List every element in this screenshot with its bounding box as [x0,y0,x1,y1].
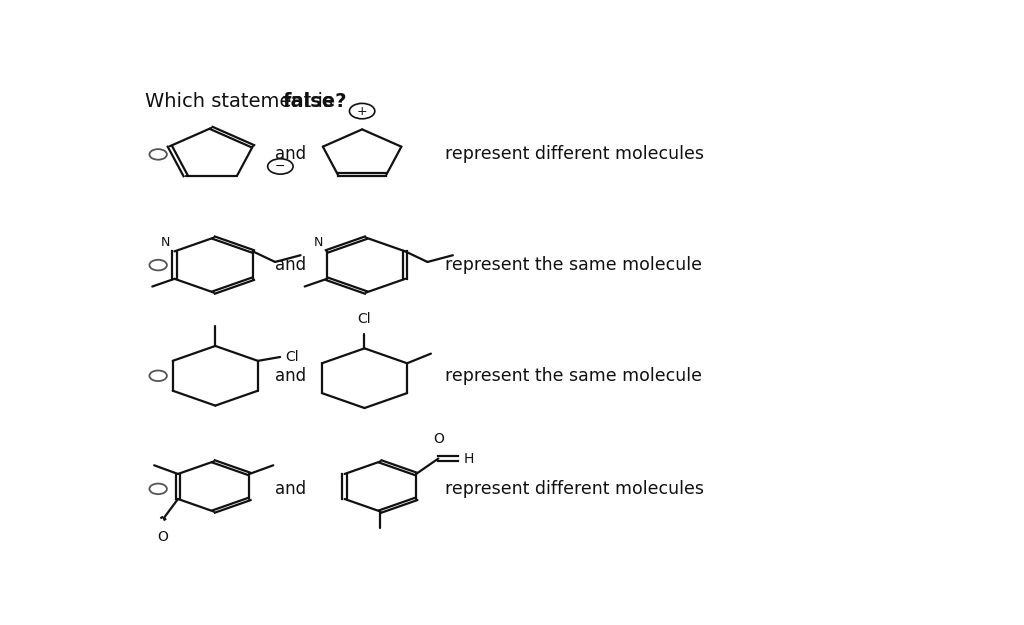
Text: represent different molecules: represent different molecules [445,146,705,163]
Text: and: and [275,480,306,498]
Text: and: and [275,256,306,274]
Text: and: and [275,367,306,385]
Text: +: + [356,104,368,118]
Text: represent different molecules: represent different molecules [445,480,705,498]
Text: N: N [313,236,323,249]
Text: Cl: Cl [357,312,372,326]
Text: N: N [161,236,171,249]
Text: and: and [275,146,306,163]
Text: H: H [464,451,474,466]
Text: −: − [275,160,286,173]
Text: represent the same molecule: represent the same molecule [445,256,702,274]
Text: false?: false? [283,92,347,111]
Text: Cl: Cl [285,350,299,364]
Text: O: O [433,432,443,446]
Text: O: O [158,530,168,544]
Text: Which statement is: Which statement is [145,92,340,111]
Text: represent the same molecule: represent the same molecule [445,367,702,385]
